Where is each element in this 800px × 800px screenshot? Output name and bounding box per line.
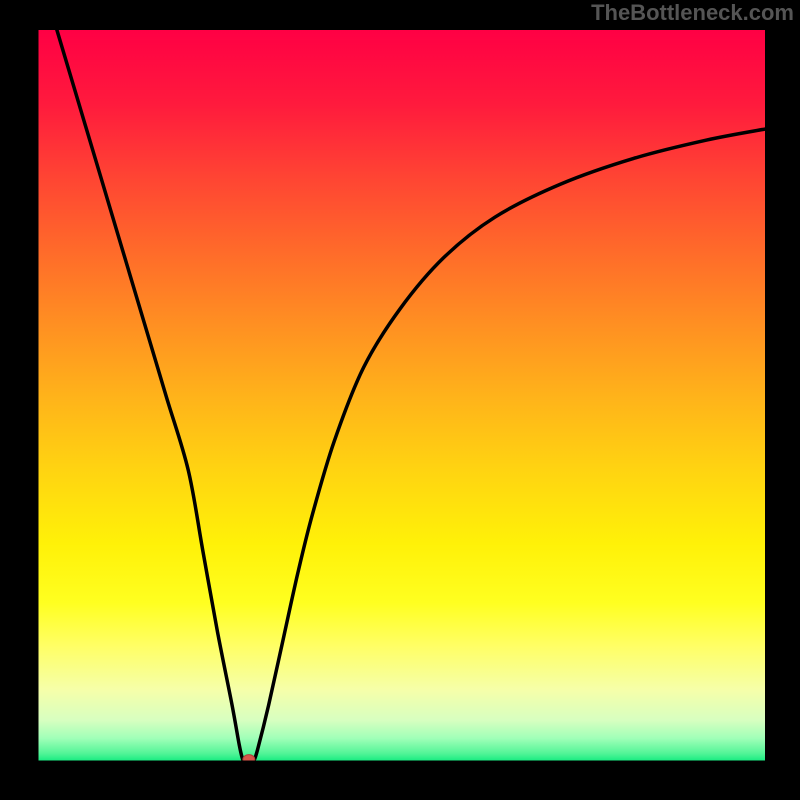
chart-container: TheBottleneck.com: [0, 0, 800, 800]
watermark-text: TheBottleneck.com: [591, 0, 794, 26]
chart-svg: [0, 0, 800, 800]
chart-gradient-bg: [35, 30, 765, 764]
